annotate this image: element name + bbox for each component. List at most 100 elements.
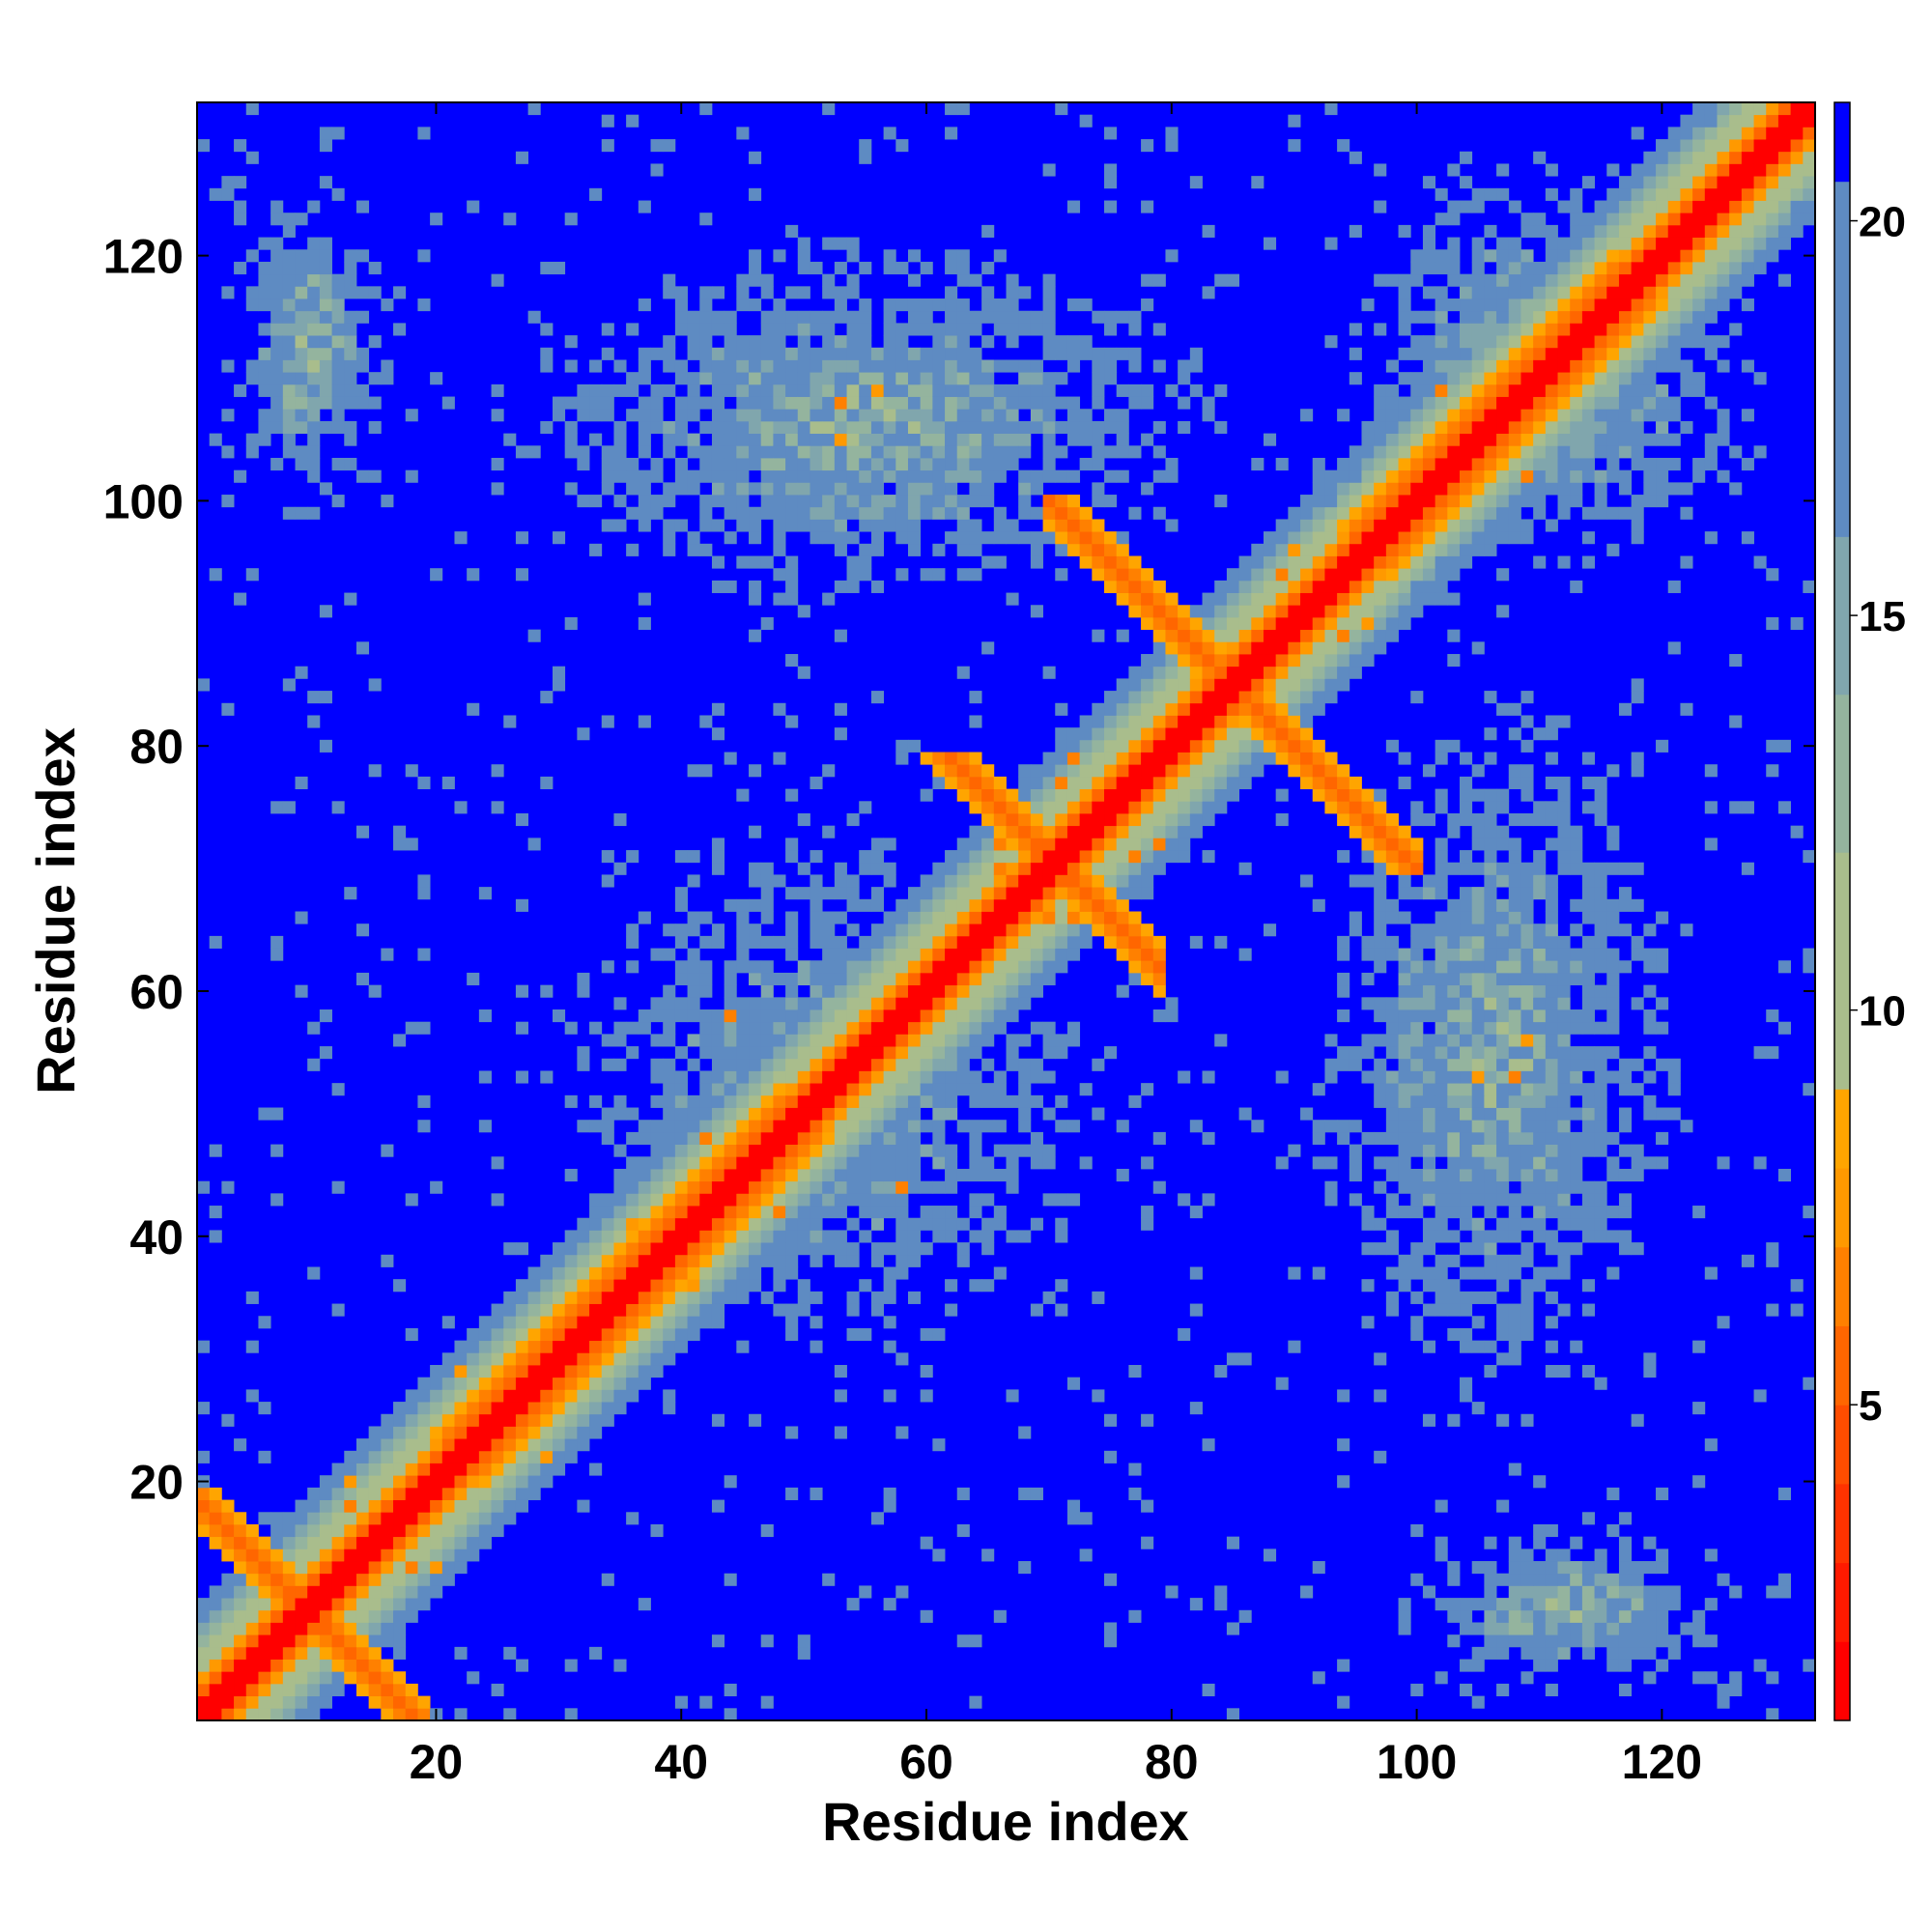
heatmap-cell (1581, 1303, 1595, 1317)
heatmap-cell (1152, 654, 1166, 668)
heatmap-cell (969, 495, 982, 508)
heatmap-cell (491, 1389, 504, 1403)
heatmap-cell (1435, 972, 1448, 986)
heatmap-cell (883, 1316, 896, 1329)
heatmap-cell (1410, 1070, 1424, 1084)
heatmap-cell (760, 972, 774, 986)
heatmap-cell (1104, 531, 1118, 545)
heatmap-cell (883, 997, 896, 1010)
heatmap-cell (221, 176, 235, 189)
heatmap-cell (1141, 776, 1154, 790)
heatmap-cell (883, 972, 896, 986)
heatmap-cell (981, 641, 995, 655)
heatmap-cell (650, 506, 664, 520)
heatmap-cell (1422, 1058, 1436, 1071)
heatmap-cell (1349, 641, 1362, 655)
heatmap-cell (883, 1206, 896, 1219)
heatmap-cell (1581, 935, 1595, 949)
heatmap-cell (515, 1499, 529, 1513)
heatmap-cell (1018, 1107, 1032, 1121)
heatmap-cell (1251, 1120, 1264, 1133)
heatmap-cell (883, 433, 896, 446)
heatmap-cell (1606, 911, 1620, 924)
heatmap-cell (638, 396, 651, 410)
heatmap-cell (1165, 629, 1179, 642)
heatmap-cell (1570, 1021, 1583, 1035)
heatmap-cell (687, 948, 700, 961)
heatmap-cell (773, 1230, 786, 1243)
heatmap-cell (1165, 691, 1179, 704)
heatmap-cell (1508, 887, 1521, 900)
heatmap-cell (674, 1327, 688, 1342)
heatmap-cell (197, 1340, 211, 1353)
heatmap-cell (1312, 482, 1325, 496)
heatmap-cell (1460, 543, 1473, 556)
heatmap-cell (1092, 372, 1105, 385)
heatmap-cell (969, 359, 982, 373)
heatmap-cell (1361, 1131, 1375, 1145)
heatmap-cell (749, 580, 762, 593)
heatmap-cell (724, 495, 737, 508)
heatmap-cell (773, 1156, 786, 1170)
heatmap-cell (663, 948, 676, 961)
heatmap-cell (1361, 1046, 1375, 1060)
heatmap-cell (282, 261, 296, 275)
heatmap-cell (1141, 1206, 1154, 1219)
heatmap-cell (307, 1536, 321, 1549)
heatmap-cell (1202, 616, 1215, 631)
heatmap-cell (870, 433, 885, 446)
heatmap-cell (1656, 1487, 1669, 1500)
heatmap-cell (1471, 887, 1485, 900)
heatmap-cell (467, 1389, 480, 1403)
heatmap-cell (1520, 1058, 1534, 1071)
heatmap-cell (920, 1046, 933, 1060)
heatmap-cell (870, 1120, 885, 1133)
heatmap-cell (699, 1230, 713, 1243)
heatmap-cell (282, 1573, 296, 1586)
heatmap-cell (674, 1168, 688, 1182)
heatmap-cell (945, 1083, 958, 1096)
heatmap-cell (1631, 1413, 1644, 1427)
heatmap-cell (1104, 543, 1118, 556)
heatmap-cell (295, 506, 308, 520)
heatmap-cell (969, 1634, 982, 1648)
heatmap-cell (859, 1279, 872, 1293)
heatmap-cell (234, 1634, 247, 1648)
heatmap-cell (785, 457, 799, 471)
heatmap-cell (1152, 469, 1166, 483)
heatmap-cell (822, 396, 836, 410)
heatmap-cell (1496, 874, 1510, 888)
heatmap-cell (1066, 469, 1081, 483)
heatmap-cell (785, 1316, 799, 1329)
heatmap-cell (430, 372, 443, 385)
heatmap-cell (945, 286, 958, 299)
heatmap-cell (797, 506, 810, 520)
heatmap-cell (724, 752, 737, 765)
heatmap-cell (932, 420, 946, 435)
heatmap-cell (1447, 1327, 1461, 1342)
heatmap-cell (1447, 1094, 1461, 1108)
heatmap-cell (331, 1303, 345, 1317)
heatmap-cell (491, 273, 504, 287)
heatmap-cell (785, 1009, 799, 1023)
heatmap-cell (1435, 862, 1448, 875)
heatmap-cell (1152, 948, 1166, 961)
heatmap-cell (1141, 887, 1154, 900)
heatmap-cell (1606, 1266, 1620, 1280)
heatmap-cell (209, 1634, 222, 1648)
heatmap-cell (282, 1536, 296, 1549)
heatmap-cell (895, 984, 909, 998)
heatmap-cell (1484, 923, 1497, 937)
heatmap-cell (663, 1021, 676, 1035)
heatmap-cell (1104, 801, 1118, 814)
heatmap-cell (1337, 764, 1350, 778)
heatmap-cell (736, 788, 750, 802)
heatmap-cell (797, 420, 810, 435)
heatmap-cell (724, 1083, 737, 1096)
heatmap-cell (331, 323, 345, 336)
heatmap-cell (932, 469, 946, 483)
heatmap-cell (1214, 788, 1228, 802)
heatmap-cell (355, 1475, 370, 1489)
heatmap-cell (319, 1573, 332, 1586)
heatmap-cell (1410, 1083, 1424, 1096)
